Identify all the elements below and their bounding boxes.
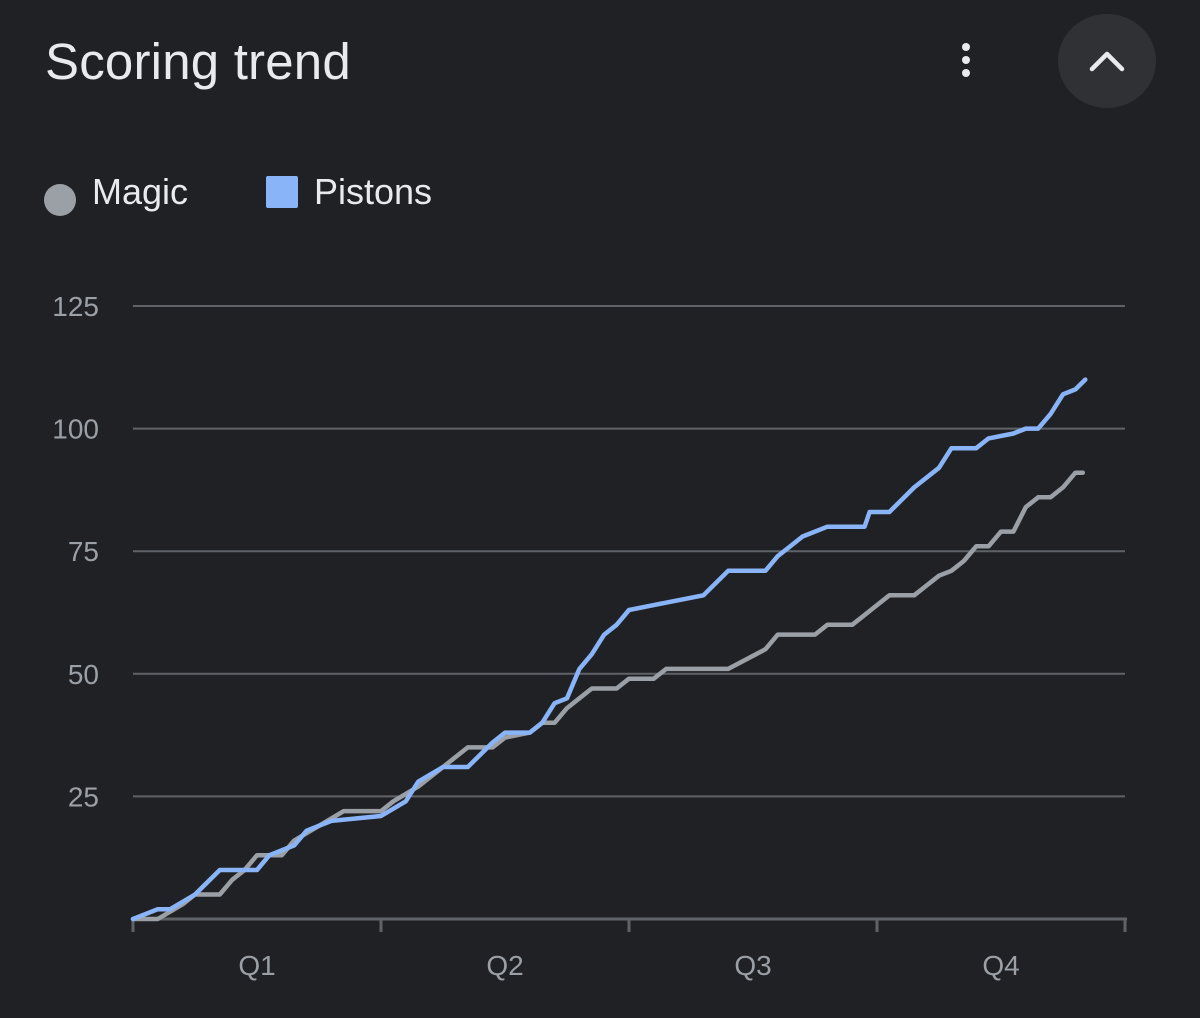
legend-label-pistons: Pistons <box>314 171 433 212</box>
legend-item-magic[interactable]: Magic <box>44 166 188 218</box>
chevron-up-icon <box>1089 51 1125 72</box>
collapse-button[interactable] <box>1058 14 1156 108</box>
x-tick-label-q1: Q1 <box>238 950 275 981</box>
legend-marker-pistons <box>266 176 298 208</box>
more-vert-icon <box>962 43 970 77</box>
chart-title: Scoring trend <box>45 33 351 90</box>
y-tick-label-25: 25 <box>68 781 99 812</box>
x-tick-label-q4: Q4 <box>982 950 1019 981</box>
legend-label-magic: Magic <box>92 171 189 212</box>
y-tick-label-100: 100 <box>52 414 99 445</box>
legend-item-pistons[interactable]: Pistons <box>266 166 432 218</box>
more-options-button[interactable] <box>940 32 992 88</box>
series-line-pistons <box>130 377 1088 922</box>
x-tick-label-q2: Q2 <box>486 950 523 981</box>
y-tick-label-125: 125 <box>52 291 99 322</box>
legend-marker-magic <box>44 184 76 216</box>
x-tick-label-q3: Q3 <box>734 950 771 981</box>
y-tick-label-50: 50 <box>68 659 99 690</box>
y-tick-label-75: 75 <box>68 536 99 567</box>
